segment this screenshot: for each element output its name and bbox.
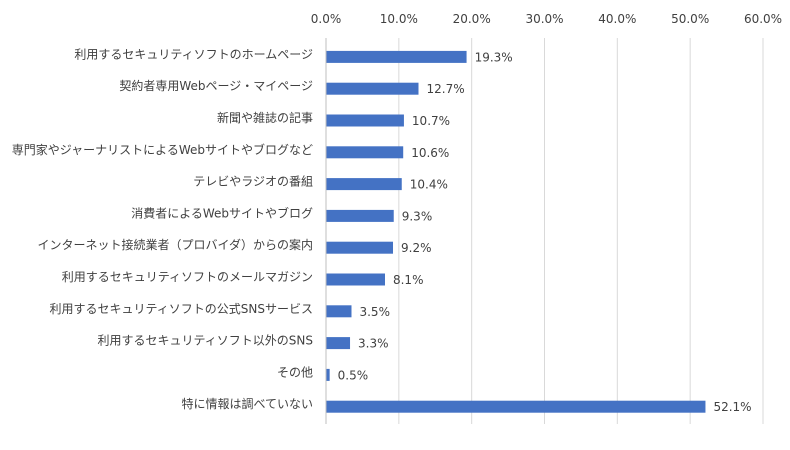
category-labels: 利用するセキュリティソフトのホームページ契約者専用Webページ・マイページ新聞や… <box>12 47 313 411</box>
category-label: 専門家やジャーナリストによるWebサイトやブログなど <box>12 142 313 157</box>
category-label: 利用するセキュリティソフトのメールマガジン <box>62 270 313 284</box>
data-label: 8.1% <box>393 273 424 287</box>
bar <box>326 337 351 350</box>
bar <box>326 146 404 159</box>
data-label: 10.4% <box>410 178 448 192</box>
data-label: 9.2% <box>401 241 432 255</box>
data-label: 0.5% <box>338 368 369 382</box>
x-tick-label: 50.0% <box>671 12 709 26</box>
gridlines <box>398 38 764 424</box>
bars <box>326 50 706 413</box>
category-label: テレビやラジオの番組 <box>193 175 313 189</box>
x-tick-label: 40.0% <box>598 12 636 26</box>
category-label: その他 <box>277 365 313 379</box>
x-tick-label: 10.0% <box>380 12 418 26</box>
bar <box>326 400 706 413</box>
x-tick-label: 0.0% <box>311 12 342 26</box>
x-tick-label: 20.0% <box>453 12 491 26</box>
data-label: 19.3% <box>475 50 513 64</box>
bar <box>326 114 404 127</box>
bar <box>326 273 385 286</box>
bar <box>326 305 352 318</box>
category-label: 新聞や雑誌の記事 <box>217 110 313 125</box>
bar <box>326 178 402 191</box>
data-label: 3.3% <box>358 337 389 351</box>
data-label: 10.7% <box>412 114 450 128</box>
data-labels: 19.3% 12.7% 10.7% 10.6% 10.4% 9.3% 9.2% 8.1% 3.5… <box>338 50 752 414</box>
x-axis-ticks: 0.0% 10.0% 20.0% 30.0% 40.0% 50.0% 60.0% <box>311 12 782 26</box>
bar <box>326 209 394 222</box>
bar <box>326 50 467 63</box>
category-label: インターネット接続業者（プロバイダ）からの案内 <box>37 237 313 252</box>
x-tick-label: 30.0% <box>525 12 563 26</box>
category-label: 契約者専用Webページ・マイページ <box>119 78 313 93</box>
bar <box>326 241 394 254</box>
category-label: 特に情報は調べていない <box>181 396 313 411</box>
data-label: 9.3% <box>402 209 433 223</box>
category-label: 消費者によるWebサイトやブログ <box>131 205 313 220</box>
data-label: 12.7% <box>426 82 464 96</box>
data-label: 52.1% <box>713 400 751 414</box>
bar <box>326 82 419 95</box>
category-label: 利用するセキュリティソフトのホームページ <box>74 47 313 61</box>
data-label: 3.5% <box>359 305 390 319</box>
bar <box>326 368 330 381</box>
category-label: 利用するセキュリティソフト以外のSNS <box>98 334 314 348</box>
data-label: 10.6% <box>411 146 449 160</box>
x-tick-label: 60.0% <box>744 12 782 26</box>
category-label: 利用するセキュリティソフトの公式SNSサービス <box>50 302 314 316</box>
